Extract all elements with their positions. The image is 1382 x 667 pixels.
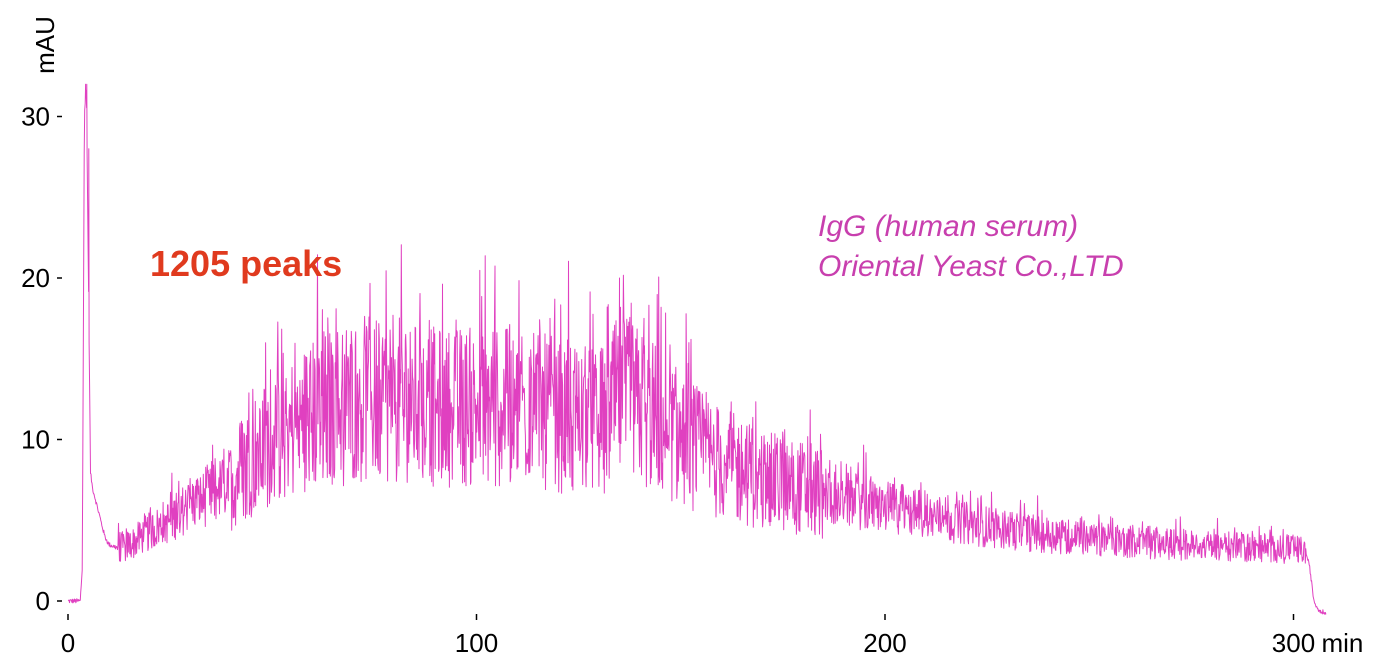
x-tick-label: 300 [1272,628,1315,658]
y-axis-label: mAU [30,16,60,74]
x-tick-label: 0 [61,628,75,658]
sample-vendor-annotation: Oriental Yeast Co.,LTD [818,250,1124,283]
x-tick-label: 100 [455,628,498,658]
x-axis: 0 100 200 300 min [61,614,1364,658]
chromatogram-trace [67,83,1327,615]
y-tick-label: 30 [21,102,50,132]
y-tick-label: 0 [36,586,50,616]
y-axis: 0 10 20 30 [21,102,62,616]
y-tick-label: 20 [21,263,50,293]
x-axis-label: min [1322,628,1364,658]
peak-count-annotation: 1205 peaks [150,243,342,284]
sample-name-annotation: IgG (human serum) [818,210,1078,243]
y-tick-label: 10 [21,425,50,455]
x-tick-label: 200 [863,628,906,658]
